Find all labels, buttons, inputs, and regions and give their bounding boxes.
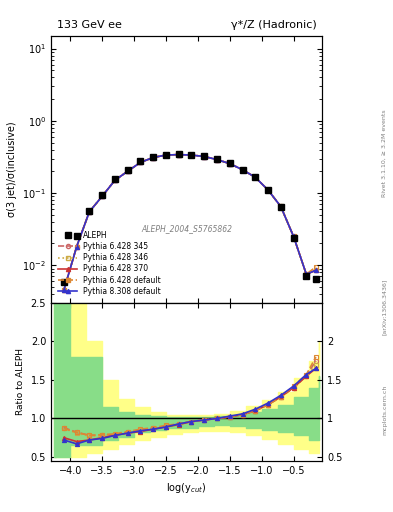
Text: mcplots.cern.ch: mcplots.cern.ch (382, 385, 387, 435)
ALEPH (228, 160, 232, 166)
ALEPH (112, 176, 117, 182)
Text: Rivet 3.1.10, ≥ 3.2M events: Rivet 3.1.10, ≥ 3.2M events (382, 110, 387, 198)
ALEPH (215, 156, 219, 162)
Text: [arXiv:1306.3436]: [arXiv:1306.3436] (382, 279, 387, 335)
ALEPH (125, 166, 130, 173)
Y-axis label: Ratio to ALEPH: Ratio to ALEPH (16, 348, 25, 415)
ALEPH (61, 279, 66, 285)
ALEPH (314, 275, 318, 282)
ALEPH (163, 152, 168, 158)
Legend: ALEPH, Pythia 6.428 345, Pythia 6.428 346, Pythia 6.428 370, Pythia 6.428 defaul: ALEPH, Pythia 6.428 345, Pythia 6.428 34… (55, 227, 164, 299)
ALEPH (189, 152, 194, 158)
ALEPH (87, 207, 92, 214)
ALEPH (240, 166, 245, 173)
ALEPH (304, 273, 309, 280)
ALEPH (253, 174, 258, 180)
Text: γ*/Z (Hadronic): γ*/Z (Hadronic) (231, 20, 317, 31)
ALEPH (151, 154, 156, 160)
ALEPH (278, 204, 283, 210)
Text: ALEPH_2004_S5765862: ALEPH_2004_S5765862 (141, 224, 232, 232)
ALEPH (176, 151, 181, 157)
ALEPH (202, 153, 207, 159)
ALEPH (74, 233, 79, 240)
X-axis label: log(y$_{cut}$): log(y$_{cut}$) (166, 481, 207, 495)
Line: ALEPH: ALEPH (61, 152, 319, 285)
ALEPH (266, 187, 270, 193)
ALEPH (291, 234, 296, 241)
ALEPH (138, 158, 143, 164)
Text: 133 GeV ee: 133 GeV ee (57, 20, 121, 31)
Y-axis label: σ(3 jet)/σ(inclusive): σ(3 jet)/σ(inclusive) (7, 121, 17, 217)
ALEPH (100, 191, 105, 198)
